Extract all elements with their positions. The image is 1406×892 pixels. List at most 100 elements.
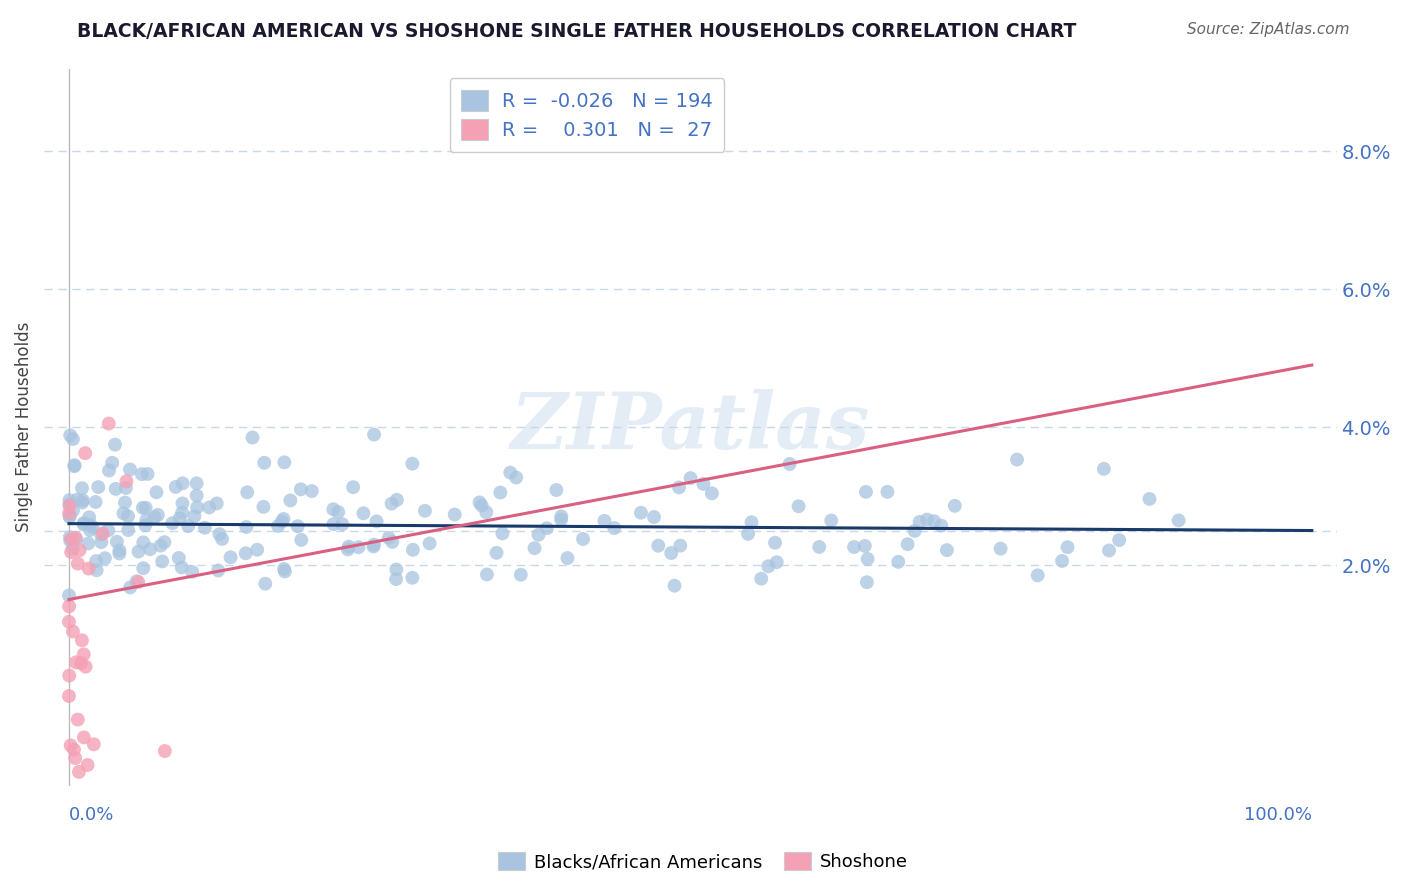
Point <box>908 515 931 529</box>
Point <box>132 535 155 549</box>
Point <box>58 506 80 520</box>
Point <box>381 535 404 549</box>
Point <box>117 509 139 524</box>
Point <box>679 471 702 485</box>
Point <box>647 539 669 553</box>
Point <box>252 500 274 514</box>
Point <box>363 538 385 552</box>
Point <box>66 713 89 727</box>
Point <box>139 542 162 557</box>
Point <box>79 523 101 537</box>
Point <box>104 482 127 496</box>
Point <box>73 648 96 662</box>
Point <box>235 546 257 560</box>
Point <box>58 589 80 603</box>
Point <box>471 499 494 513</box>
Point <box>290 533 312 547</box>
Point <box>98 463 121 477</box>
Point <box>322 502 344 516</box>
Point <box>60 545 83 559</box>
Point <box>90 527 112 541</box>
Point <box>136 467 159 481</box>
Point <box>990 541 1012 556</box>
Point <box>1056 540 1078 554</box>
Point <box>172 496 194 510</box>
Point <box>253 456 276 470</box>
Point <box>737 526 759 541</box>
Point <box>274 565 297 579</box>
Point <box>401 457 423 471</box>
Text: 100.0%: 100.0% <box>1244 806 1312 824</box>
Point <box>63 742 86 756</box>
Point <box>162 516 184 531</box>
Point <box>104 437 127 451</box>
Point <box>749 572 772 586</box>
Point <box>82 520 104 534</box>
Point <box>929 518 952 533</box>
Point <box>287 519 309 533</box>
Point <box>468 495 491 509</box>
Legend: R =  -0.026   N = 194, R =    0.301   N =  27: R = -0.026 N = 194, R = 0.301 N = 27 <box>450 78 724 152</box>
Point <box>363 427 385 442</box>
Point <box>117 523 139 537</box>
Point <box>572 532 595 546</box>
Point <box>84 495 107 509</box>
Point <box>63 458 86 472</box>
Point <box>170 560 193 574</box>
Point <box>72 493 94 508</box>
Point <box>322 517 344 532</box>
Point <box>419 536 441 550</box>
Point <box>756 559 779 574</box>
Point <box>280 493 302 508</box>
Point <box>337 540 360 554</box>
Point <box>112 506 135 520</box>
Point <box>347 540 370 554</box>
Point <box>603 521 626 535</box>
Point <box>700 486 723 500</box>
Legend: Blacks/African Americans, Shoshone: Blacks/African Americans, Shoshone <box>491 845 915 879</box>
Point <box>366 515 388 529</box>
Point <box>443 508 465 522</box>
Point <box>267 519 290 533</box>
Point <box>692 476 714 491</box>
Point <box>475 567 498 582</box>
Point <box>67 764 90 779</box>
Point <box>385 492 408 507</box>
Point <box>58 508 80 523</box>
Point <box>897 537 920 551</box>
Point <box>1098 543 1121 558</box>
Point <box>668 480 690 494</box>
Point <box>91 526 114 541</box>
Point <box>385 562 408 576</box>
Point <box>679 110 702 124</box>
Point <box>915 512 938 526</box>
Point <box>808 540 831 554</box>
Point <box>523 541 546 556</box>
Point <box>475 505 498 519</box>
Point <box>125 574 148 589</box>
Point <box>205 496 228 510</box>
Point <box>90 535 112 549</box>
Point <box>101 456 124 470</box>
Point <box>271 515 294 529</box>
Point <box>211 532 233 546</box>
Point <box>194 521 217 535</box>
Point <box>77 536 100 550</box>
Point <box>62 624 84 639</box>
Point <box>145 485 167 500</box>
Point <box>378 531 401 545</box>
Point <box>70 656 93 670</box>
Point <box>273 512 295 526</box>
Point <box>363 540 385 554</box>
Point <box>59 428 82 442</box>
Point <box>242 431 264 445</box>
Point <box>132 500 155 515</box>
Point <box>79 518 101 533</box>
Point <box>330 517 353 532</box>
Point <box>505 470 527 484</box>
Point <box>94 551 117 566</box>
Point <box>527 528 550 542</box>
Point <box>65 532 87 546</box>
Point <box>550 509 572 524</box>
Point <box>219 550 242 565</box>
